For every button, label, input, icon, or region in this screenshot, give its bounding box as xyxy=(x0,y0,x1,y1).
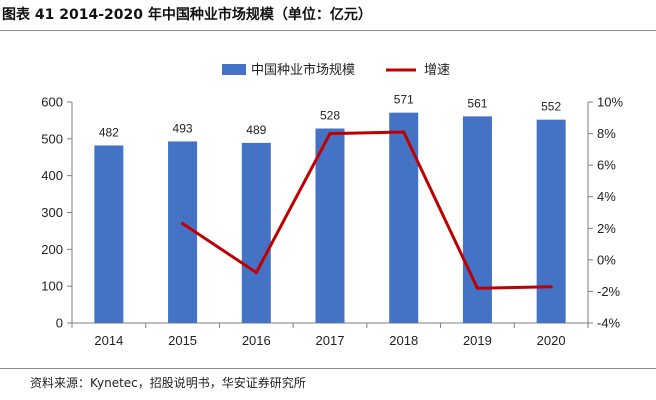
legend-label-growth: 增速 xyxy=(424,62,450,77)
growth-line-series xyxy=(181,130,553,290)
legend-swatch-market-size xyxy=(222,64,246,75)
x-tick-label: 2014 xyxy=(94,333,123,348)
right-tick-label: 4% xyxy=(597,189,616,204)
growth-point xyxy=(254,270,258,274)
bar-data-label: 552 xyxy=(541,100,561,114)
bar xyxy=(241,142,271,323)
bar-data-label: 571 xyxy=(394,93,414,107)
growth-point xyxy=(328,132,332,136)
x-tick-label: 2015 xyxy=(168,333,197,348)
footer-divider xyxy=(0,368,656,369)
x-tick-label: 2017 xyxy=(316,333,345,348)
x-tick-label: 2018 xyxy=(389,333,418,348)
bar xyxy=(389,112,419,323)
bar-data-label: 561 xyxy=(467,96,487,110)
right-tick-label: 0% xyxy=(597,252,616,267)
growth-point xyxy=(181,222,185,226)
left-tick-label: 300 xyxy=(41,205,63,220)
bar-data-label: 489 xyxy=(246,123,266,137)
left-tick-label: 0 xyxy=(56,316,63,331)
bar xyxy=(462,116,492,324)
bar-data-label: 528 xyxy=(320,109,340,123)
combo-chart: 中国种业市场规模 增速 0 100 200 300 400 500 600 -4% -2% 0% 2… xyxy=(41,62,623,349)
bar-data-label: 482 xyxy=(99,125,119,139)
growth-line xyxy=(181,130,553,290)
right-tick-label: 2% xyxy=(597,221,616,236)
left-tick-label: 100 xyxy=(41,279,63,294)
right-tick-label: 6% xyxy=(597,158,616,173)
right-tick-label: 8% xyxy=(597,126,616,141)
x-tick-label: 2019 xyxy=(463,333,492,348)
left-tick-label: 400 xyxy=(41,168,63,183)
bar xyxy=(94,145,124,323)
bar xyxy=(168,141,198,323)
right-tick-label: -4% xyxy=(597,316,621,331)
bar-data-label: 493 xyxy=(173,121,193,135)
left-tick-label: 500 xyxy=(41,131,63,146)
figure-title: 图表 41 2014-2020 年中国种业市场规模（单位：亿元） xyxy=(2,7,372,23)
growth-point xyxy=(549,285,553,289)
left-tick-label: 600 xyxy=(41,95,63,110)
legend-label-market-size: 中国种业市场规模 xyxy=(251,62,355,77)
data-labels: 482 493 489 528 571 561 552 xyxy=(99,93,562,140)
axes: 0 100 200 300 400 500 600 -4% -2% 0% 2% 4% 6% 8% 10% 20… xyxy=(41,95,623,349)
bar xyxy=(315,128,345,323)
legend: 中国种业市场规模 增速 xyxy=(222,62,450,77)
bar-series xyxy=(94,112,566,324)
growth-point xyxy=(475,286,479,290)
x-tick-label: 2020 xyxy=(537,333,566,348)
source-note: 资料来源：Kynetec，招股说明书，华安证券研究所 xyxy=(30,376,306,390)
growth-point xyxy=(402,130,406,134)
bar xyxy=(536,119,566,324)
right-tick-label: 10% xyxy=(597,95,623,110)
x-tick-label: 2016 xyxy=(242,333,271,348)
left-tick-label: 200 xyxy=(41,242,63,257)
right-tick-label: -2% xyxy=(597,284,621,299)
title-divider xyxy=(0,30,656,31)
